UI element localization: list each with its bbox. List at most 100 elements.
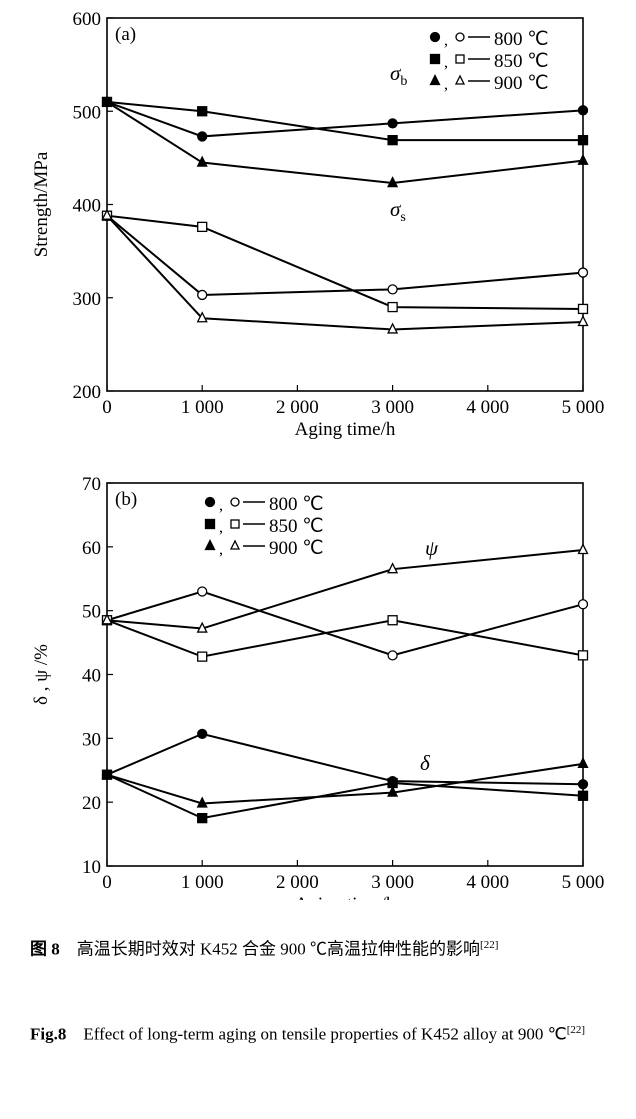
x-tick-label: 3 000: [371, 397, 414, 418]
caption-cn-text: 高温长期时效对 K452 合金 900 ℃高温拉伸性能的影响: [76, 939, 481, 959]
data-point: [197, 586, 208, 597]
data-point: [197, 131, 208, 142]
data-point: [197, 106, 208, 117]
caption-en-label: Fig.8: [30, 1024, 67, 1044]
legend-marker-open: [230, 519, 240, 529]
legend-comma: ,: [219, 519, 223, 536]
y-tick-label: 50: [82, 602, 101, 623]
legend-marker-filled: [204, 539, 216, 551]
series-line: [106, 100, 584, 138]
data-point: [387, 118, 398, 129]
y-tick-label: 400: [73, 196, 102, 217]
x-axis-label: Aging time/h: [295, 894, 396, 900]
data-point: [101, 94, 113, 107]
legend-marker-open: [229, 539, 241, 550]
data-point: [577, 105, 589, 116]
data-point: [577, 650, 589, 661]
x-axis-label: Aging time/h: [295, 419, 396, 440]
legend-marker-filled: [429, 31, 441, 43]
data-point: [101, 613, 113, 625]
series-line: [106, 100, 583, 142]
legend-label: 900 ℃: [269, 538, 324, 559]
legend-comma: ,: [219, 497, 223, 514]
legend-label: 850 ℃: [269, 516, 324, 537]
series-group-annotation: σs: [390, 197, 406, 225]
legend-marker-filled: [204, 518, 216, 530]
panel-label: (b): [115, 489, 137, 510]
y-tick-label: 300: [73, 289, 102, 310]
legend-comma: ,: [444, 32, 448, 49]
series-line: [106, 619, 584, 658]
series-line: [106, 773, 584, 820]
x-tick-label: 1 000: [181, 397, 224, 418]
data-point: [197, 728, 208, 740]
series-line: [106, 101, 584, 185]
series-line: [106, 549, 584, 630]
data-point: [387, 562, 399, 574]
data-point: [101, 767, 113, 779]
series-line: [106, 215, 584, 331]
y-tick-label: 200: [73, 382, 102, 403]
legend-marker-filled: [429, 53, 441, 65]
x-tick-label: 0: [102, 872, 112, 893]
x-tick-label: 4 000: [466, 872, 509, 893]
data-point: [577, 135, 589, 146]
data-point: [577, 790, 589, 801]
series-group-annotation: σb: [390, 61, 407, 89]
legend-comma: ,: [444, 54, 448, 71]
caption-en: Fig.8 Effect of long-term aging on tensi…: [30, 1015, 620, 1050]
y-tick-label: 30: [82, 729, 101, 750]
data-point: [387, 615, 398, 626]
data-point: [577, 599, 589, 610]
x-tick-label: 1 000: [181, 872, 224, 893]
data-point: [577, 153, 589, 165]
legend-label: 800 ℃: [494, 29, 549, 50]
x-tick-label: 5 000: [562, 872, 605, 893]
data-point: [387, 650, 398, 661]
y-tick-label: 60: [82, 538, 101, 559]
data-point: [387, 301, 398, 313]
series-line: [106, 214, 584, 310]
series-group-annotation: δ: [420, 751, 431, 775]
y-tick-label: 600: [73, 9, 102, 30]
legend-marker-filled: [204, 496, 216, 508]
y-tick-label: 40: [82, 666, 101, 687]
data-point: [577, 779, 589, 790]
plot-frame: [106, 482, 584, 867]
caption-en-text: Effect of long-term aging on tensile pro…: [83, 1024, 567, 1044]
series-line: [106, 214, 584, 296]
data-point: [387, 284, 398, 295]
data-point: [577, 303, 589, 315]
legend-marker-filled: [429, 74, 441, 86]
legend-comma: ,: [444, 76, 448, 93]
data-point: [577, 756, 589, 769]
panel-label: (a): [115, 24, 136, 45]
series-line: [106, 590, 584, 657]
series-line: [106, 732, 584, 786]
y-tick-label: 20: [82, 793, 101, 814]
y-tick-label: 500: [73, 102, 102, 123]
legend-marker-open: [454, 74, 466, 85]
data-point: [197, 812, 208, 824]
caption-cn-label: 图 8: [30, 939, 60, 959]
data-point: [196, 796, 208, 808]
data-point: [197, 289, 208, 301]
data-point: [196, 155, 208, 167]
legend-marker-open: [455, 54, 465, 64]
y-tick-label: 70: [82, 474, 101, 495]
data-point: [577, 315, 589, 327]
data-point: [196, 311, 208, 323]
x-tick-label: 0: [102, 397, 112, 418]
data-point: [387, 785, 399, 797]
data-point: [197, 651, 208, 662]
data-point: [197, 221, 208, 233]
series-line: [106, 762, 584, 805]
y-axis-label: δ , ψ /%: [31, 644, 52, 705]
data-point: [101, 208, 113, 220]
data-point: [387, 322, 399, 334]
data-point: [577, 267, 589, 278]
x-tick-label: 2 000: [276, 397, 319, 418]
y-axis-label: Strength/MPa: [31, 151, 52, 257]
legend-comma: ,: [219, 541, 223, 558]
